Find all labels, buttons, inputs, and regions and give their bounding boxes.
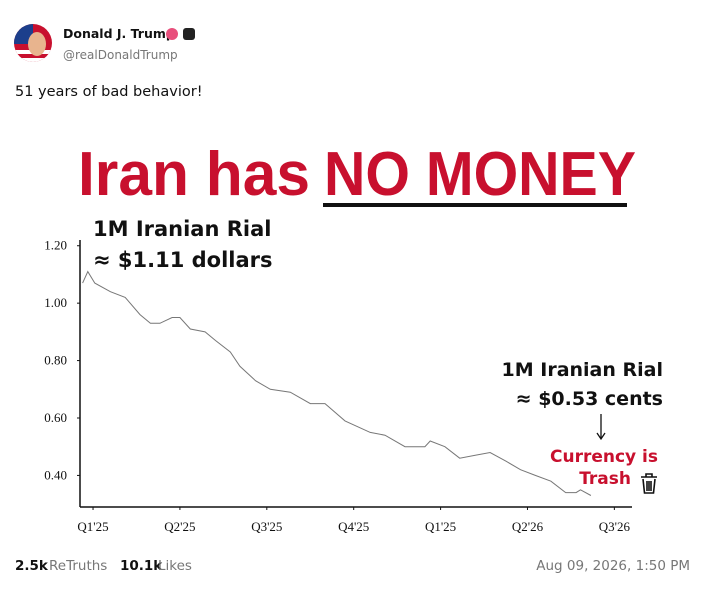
avatar[interactable] bbox=[14, 24, 52, 62]
retruths-count[interactable]: 2.5k bbox=[15, 558, 49, 574]
chart-title: Iran has bbox=[78, 140, 310, 209]
trash-icon bbox=[641, 473, 657, 494]
y-tick-label: 1.00 bbox=[44, 295, 67, 310]
post-text: 51 years of bad behavior! bbox=[15, 84, 203, 100]
x-tick-label: Q1'25 bbox=[77, 519, 108, 534]
title-underline bbox=[323, 203, 627, 207]
x-tick-label: Q2'26 bbox=[512, 519, 544, 534]
x-tick-label: Q3'25 bbox=[251, 519, 282, 534]
y-tick-label: 0.40 bbox=[44, 467, 67, 482]
badge bbox=[183, 28, 195, 40]
y-tick-label: 1.20 bbox=[44, 238, 67, 253]
retruths-label[interactable]: ReTruths bbox=[49, 558, 107, 574]
y-tick-label: 0.80 bbox=[44, 353, 67, 368]
verified-badge bbox=[166, 28, 178, 40]
chart-title-highlight: NO MONEY bbox=[324, 140, 636, 209]
x-tick-label: Q4'25 bbox=[338, 519, 369, 534]
x-tick-label: Q1'25 bbox=[425, 519, 456, 534]
arrow bbox=[596, 414, 606, 441]
likes-label[interactable]: Likes bbox=[158, 558, 192, 574]
x-tick-label: Q3'26 bbox=[599, 519, 631, 534]
author-handle[interactable]: @realDonaldTrump bbox=[63, 48, 178, 62]
chart: Iran has NO MONEY 1M Iranian Rial ≈ $1.1… bbox=[44, 140, 663, 534]
likes-count[interactable]: 10.1k bbox=[120, 558, 163, 574]
annotation: 1M Iranian Rial bbox=[93, 217, 271, 241]
author-name[interactable]: Donald J. Trump bbox=[63, 26, 175, 41]
annotation: Currency is bbox=[550, 447, 658, 467]
timestamp: Aug 09, 2026, 1:50 PM bbox=[536, 558, 690, 574]
annotation: 1M Iranian Rial bbox=[502, 359, 663, 381]
annotation: ≈ $0.53 cents bbox=[516, 388, 663, 410]
line bbox=[82, 270, 592, 496]
x-tick-label: Q2'25 bbox=[164, 519, 195, 534]
y-tick-label: 0.60 bbox=[44, 410, 67, 425]
annotation: ≈ $1.11 dollars bbox=[93, 248, 273, 272]
annotation: Trash bbox=[579, 469, 631, 489]
